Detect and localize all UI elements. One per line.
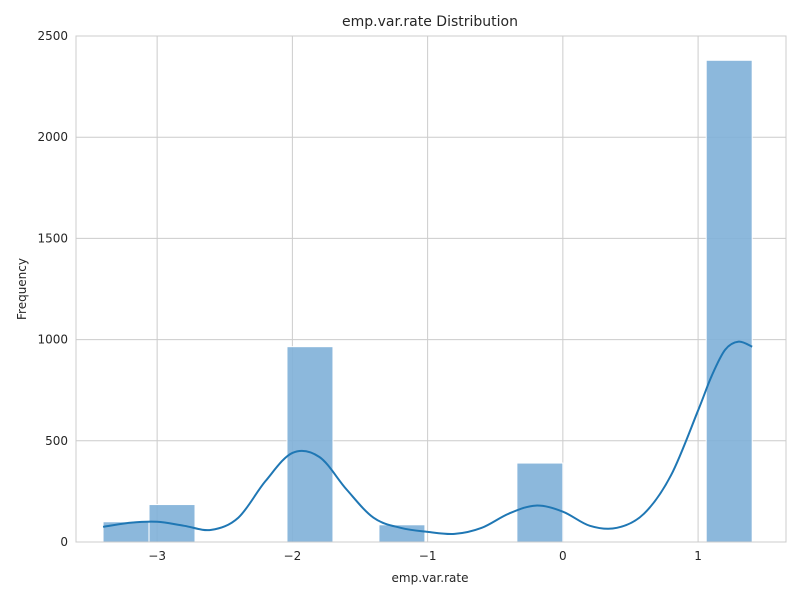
histogram-bar (705, 59, 753, 543)
y-tick-label: 1500 (37, 231, 68, 245)
y-tick-label: 500 (45, 434, 68, 448)
x-tick-label: 0 (559, 549, 567, 563)
x-tick-labels: −3 −2 −1 0 1 (148, 549, 702, 563)
y-tick-labels: 0 500 1000 1500 2000 2500 (37, 29, 68, 549)
histogram-bar (286, 346, 334, 543)
y-tick-label: 0 (60, 535, 68, 549)
bars (102, 59, 753, 543)
y-tick-label: 2500 (37, 29, 68, 43)
x-tick-label: 1 (694, 549, 702, 563)
y-tick-label: 1000 (37, 333, 68, 347)
x-tick-label: −2 (284, 549, 302, 563)
grid (76, 35, 786, 543)
y-axis-label: Frequency (15, 258, 29, 320)
plot-frame (75, 35, 787, 543)
chart-title: emp.var.rate Distribution (342, 14, 518, 30)
y-tick-label: 2000 (37, 130, 68, 144)
kde-curve (102, 340, 753, 536)
x-tick-label: −3 (148, 549, 166, 563)
histogram-bar (516, 462, 564, 543)
x-axis-label: emp.var.rate (392, 571, 469, 585)
x-tick-label: −1 (419, 549, 437, 563)
